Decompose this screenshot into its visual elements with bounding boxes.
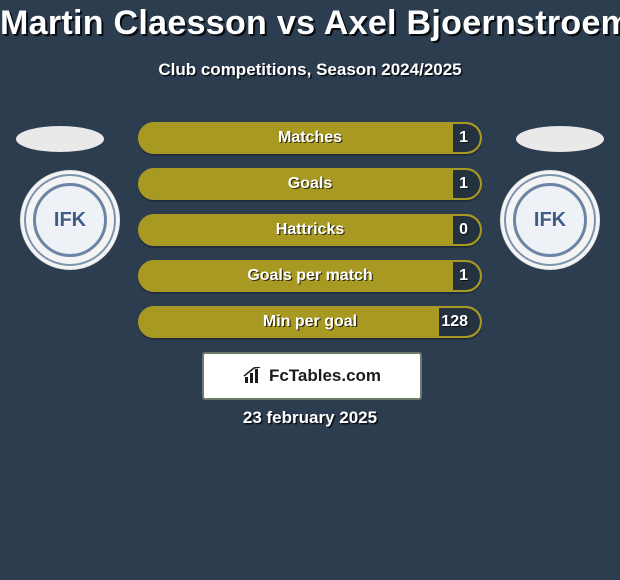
stat-value-right: 128 [441,313,468,331]
stat-row: Min per goal 128 [138,306,482,338]
brand-badge[interactable]: FcTables.com [202,352,422,400]
club-crest-right: IFK [500,170,600,270]
comparison-title: Martin Claesson vs Axel Bjoernstroem [0,4,620,43]
comparison-card: Martin Claesson vs Axel Bjoernstroem Clu… [0,0,620,580]
stat-row: Goals 1 [138,168,482,200]
brand-text: FcTables.com [269,366,381,386]
stat-label: Hattricks [276,221,344,239]
bar-chart-icon [243,367,265,385]
stat-value-right: 1 [459,267,468,285]
stat-row: Matches 1 [138,122,482,154]
stats-container: Matches 1 Goals 1 Hattricks 0 [138,122,482,352]
stat-label: Goals [288,175,332,193]
stat-label: Matches [278,129,342,147]
player-right-silhouette [516,126,604,152]
date: 23 february 2025 [0,408,620,428]
stat-value-right: 1 [459,175,468,193]
stat-row: Hattricks 0 [138,214,482,246]
club-crest-left: IFK [20,170,120,270]
club-crest-left-text: IFK [33,183,107,257]
player-left-silhouette [16,126,104,152]
club-crest-right-text: IFK [513,183,587,257]
stat-value-right: 1 [459,129,468,147]
stat-value-right: 0 [459,221,468,239]
competition-subtitle: Club competitions, Season 2024/2025 [0,60,620,80]
stat-label: Min per goal [263,313,357,331]
stat-row: Goals per match 1 [138,260,482,292]
stat-label: Goals per match [247,267,372,285]
